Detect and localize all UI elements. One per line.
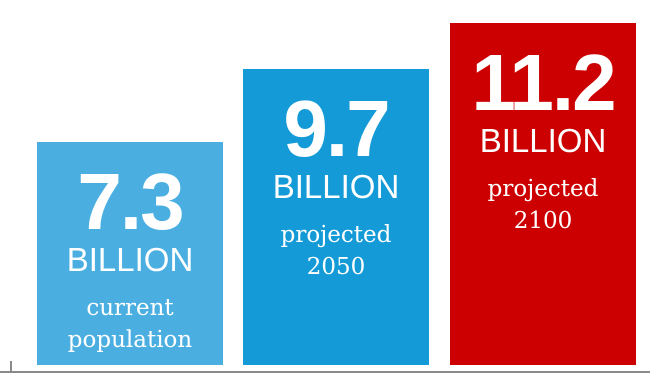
bar-category-line-1: projected <box>280 222 392 248</box>
bar-category-line-2: 2100 <box>513 208 573 234</box>
bar-category-label: projected 2050 <box>243 219 429 283</box>
bar-category-label: current population <box>37 292 223 356</box>
bar-value-label: 9.7 <box>283 84 390 173</box>
bar-category-line-1: projected <box>487 176 599 202</box>
bar-unit-label: BILLION <box>66 241 194 278</box>
bar-current-population: 7.3 BILLION current population <box>37 142 223 365</box>
x-axis-line <box>0 371 650 373</box>
bar-category-line-2: population <box>67 327 193 353</box>
bar-projected-2050: 9.7 BILLION projected 2050 <box>243 69 429 365</box>
bar-value-label: 11.2 <box>471 38 616 127</box>
bar-category-line-2: 2050 <box>306 254 366 280</box>
bar-value-label: 7.3 <box>77 157 184 246</box>
bar-unit-label: BILLION <box>272 168 400 205</box>
bar-category-label: projected 2100 <box>450 173 636 237</box>
bar-unit-label: BILLION <box>479 122 607 159</box>
bar-projected-2100: 11.2 BILLION projected 2100 <box>450 23 636 365</box>
bar-category-line-1: current <box>86 295 174 321</box>
axis-tick <box>10 361 12 373</box>
